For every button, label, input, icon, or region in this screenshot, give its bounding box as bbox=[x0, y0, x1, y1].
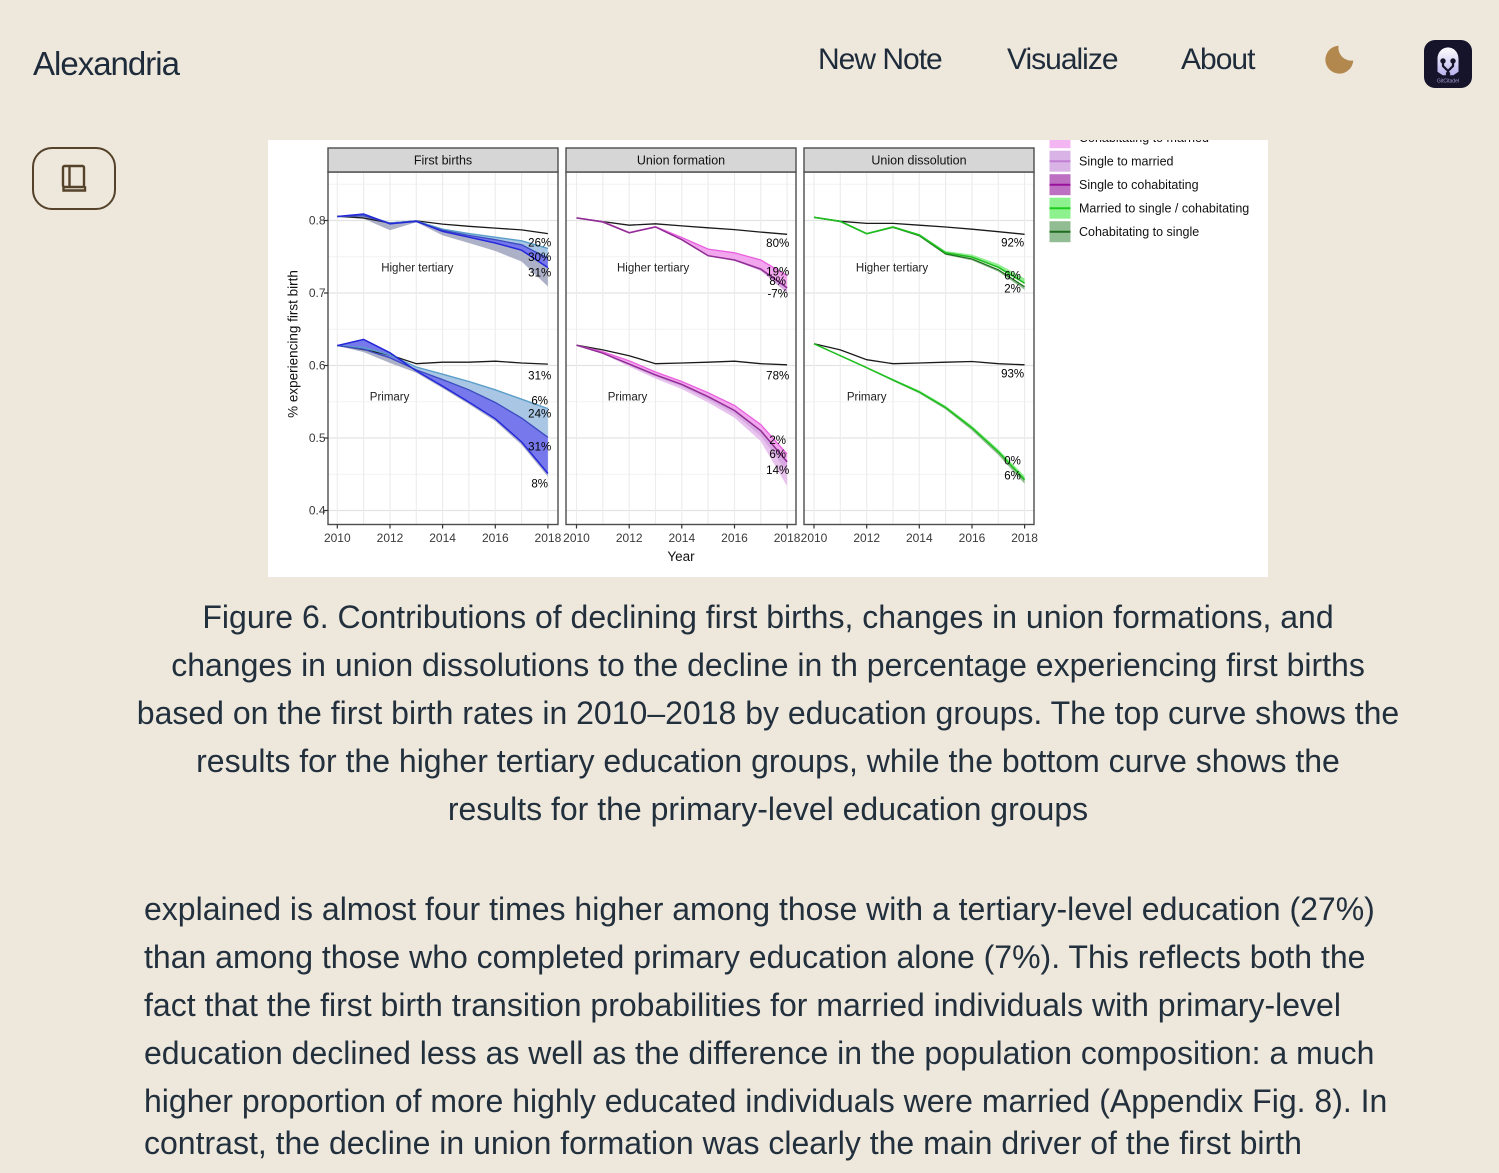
svg-text:92%: 92% bbox=[1001, 237, 1024, 249]
svg-text:2012: 2012 bbox=[377, 531, 404, 545]
svg-text:14%: 14% bbox=[766, 465, 789, 477]
svg-text:6%: 6% bbox=[1004, 471, 1021, 483]
svg-text:2016: 2016 bbox=[959, 531, 986, 545]
svg-text:Cohabitating to single: Cohabitating to single bbox=[1079, 225, 1199, 239]
svg-text:6%: 6% bbox=[769, 449, 786, 461]
svg-text:24%: 24% bbox=[528, 409, 551, 421]
svg-text:31%: 31% bbox=[528, 442, 551, 454]
svg-text:0.4: 0.4 bbox=[309, 504, 326, 518]
svg-text:2014: 2014 bbox=[429, 531, 456, 545]
svg-text:Year: Year bbox=[667, 549, 695, 564]
svg-text:2014: 2014 bbox=[906, 531, 933, 545]
svg-text:0.5: 0.5 bbox=[309, 431, 326, 445]
svg-text:Higher tertiary: Higher tertiary bbox=[617, 263, 689, 275]
svg-text:0.7: 0.7 bbox=[309, 286, 326, 300]
svg-text:GitCitadel: GitCitadel bbox=[1437, 79, 1459, 85]
svg-text:26%: 26% bbox=[528, 237, 551, 249]
svg-text:First births: First births bbox=[414, 154, 472, 168]
svg-text:2018: 2018 bbox=[1011, 531, 1038, 545]
svg-text:2%: 2% bbox=[769, 435, 786, 447]
svg-text:Primary: Primary bbox=[370, 392, 410, 404]
svg-text:6%: 6% bbox=[531, 396, 548, 408]
svg-text:6%: 6% bbox=[1004, 271, 1021, 283]
svg-text:Higher tertiary: Higher tertiary bbox=[381, 263, 453, 275]
svg-text:% experiencing first birth: % experiencing first birth bbox=[286, 270, 301, 418]
svg-text:2012: 2012 bbox=[853, 531, 880, 545]
svg-text:31%: 31% bbox=[528, 371, 551, 383]
svg-text:Single to married: Single to married bbox=[1079, 155, 1174, 169]
svg-text:Married to single / cohabitati: Married to single / cohabitating bbox=[1079, 202, 1249, 216]
svg-text:2016: 2016 bbox=[721, 531, 748, 545]
svg-text:Primary: Primary bbox=[847, 392, 887, 404]
svg-text:2010: 2010 bbox=[563, 531, 590, 545]
svg-text:2016: 2016 bbox=[482, 531, 509, 545]
svg-text:Union formation: Union formation bbox=[637, 154, 725, 168]
svg-text:Cohabitating to married: Cohabitating to married bbox=[1079, 140, 1209, 145]
svg-text:78%: 78% bbox=[766, 371, 789, 383]
svg-text:0%: 0% bbox=[1004, 456, 1021, 468]
svg-text:-7%: -7% bbox=[767, 288, 787, 300]
svg-text:8%: 8% bbox=[769, 276, 786, 288]
svg-text:Primary: Primary bbox=[608, 392, 648, 404]
svg-text:2014: 2014 bbox=[668, 531, 695, 545]
svg-text:19%: 19% bbox=[766, 267, 789, 279]
svg-text:Higher tertiary: Higher tertiary bbox=[856, 263, 928, 275]
svg-text:2010: 2010 bbox=[324, 531, 351, 545]
svg-text:93%: 93% bbox=[1001, 369, 1024, 381]
svg-text:80%: 80% bbox=[766, 238, 789, 250]
svg-text:Single to cohabitating: Single to cohabitating bbox=[1079, 178, 1199, 192]
svg-text:30%: 30% bbox=[528, 252, 551, 264]
svg-text:0.6: 0.6 bbox=[309, 359, 326, 373]
svg-text:31%: 31% bbox=[528, 268, 551, 280]
svg-text:2018: 2018 bbox=[535, 531, 562, 545]
svg-text:2%: 2% bbox=[1004, 283, 1021, 295]
svg-text:2010: 2010 bbox=[801, 531, 828, 545]
svg-text:2012: 2012 bbox=[616, 531, 643, 545]
svg-text:8%: 8% bbox=[531, 478, 548, 490]
svg-text:0.8: 0.8 bbox=[309, 214, 326, 228]
svg-text:Union dissolution: Union dissolution bbox=[871, 154, 966, 168]
svg-text:2018: 2018 bbox=[774, 531, 801, 545]
